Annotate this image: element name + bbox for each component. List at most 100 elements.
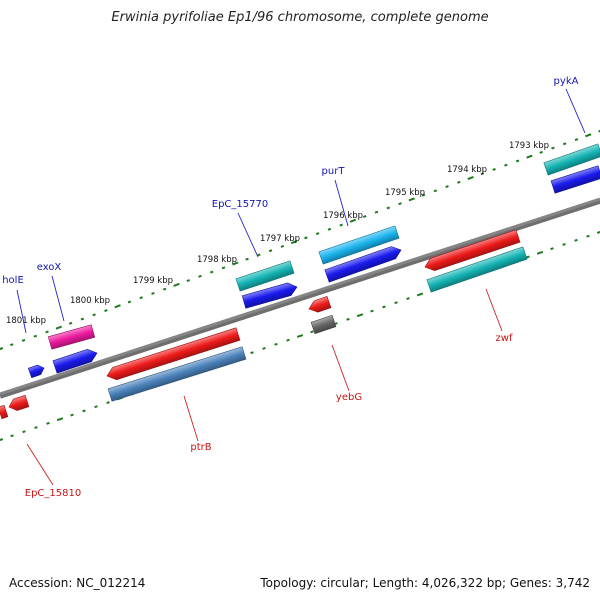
gene-label-pointer — [331, 344, 350, 392]
scale-minor-tick — [198, 274, 202, 278]
gene-g-ptrB-cds — [107, 346, 247, 402]
scale-minor-tick — [45, 330, 49, 334]
map-title: Erwinia pyrifoliae Ep1/96 chromosome, co… — [111, 10, 489, 25]
gene-bar — [543, 143, 600, 176]
scale-minor-tick — [551, 146, 555, 150]
scale-tick-label: 1800 kbp — [70, 296, 110, 306]
scale-minor-tick — [70, 413, 74, 417]
gene-label: exoX — [37, 262, 62, 273]
scale-minor-tick — [550, 247, 554, 251]
gene-bar — [107, 346, 247, 402]
scale-minor-tick — [250, 351, 254, 355]
scale-minor-tick — [504, 163, 508, 167]
gene-bar — [235, 260, 295, 292]
scale-major-tick — [290, 240, 298, 245]
scale-minor-tick — [386, 206, 390, 210]
scale-minor-tick — [492, 168, 496, 171]
scale-minor-tick — [433, 189, 438, 193]
scale-tick-label: 1801 kbp — [6, 316, 46, 326]
scale-major-tick — [114, 304, 121, 309]
gene-label: EpC_15770 — [212, 199, 268, 210]
scale-minor-tick — [10, 343, 14, 347]
scale-minor-tick — [382, 305, 386, 309]
scale-major-tick — [356, 313, 364, 318]
scale-minor-tick — [370, 309, 374, 313]
gene-label-pointer — [26, 443, 54, 486]
scale-minor-tick — [10, 434, 14, 438]
gene-g-epc15770-cds — [241, 282, 298, 309]
gene-g-purT — [318, 225, 400, 265]
scale-minor-tick — [480, 172, 485, 176]
gene-bar — [241, 282, 298, 309]
gene-label-pointer — [565, 88, 586, 134]
scale-minor-tick — [21, 338, 26, 342]
gene-label: yebG — [336, 392, 362, 403]
scale-major-tick — [296, 334, 304, 338]
scale-minor-tick — [106, 401, 110, 404]
gene-g-purT-cds — [324, 246, 402, 283]
scale-minor-tick — [374, 210, 379, 214]
scale-minor-tick — [162, 287, 167, 291]
scale-minor-tick — [406, 297, 410, 300]
scale-major-tick — [349, 218, 357, 223]
scale-minor-tick — [304, 236, 308, 240]
gene-label-pointer — [51, 275, 65, 322]
scale-minor-tick — [257, 253, 261, 257]
scale-minor-tick — [574, 238, 578, 242]
scale-major-tick — [173, 282, 180, 287]
scale-minor-tick — [22, 430, 26, 434]
gene-bar — [424, 229, 521, 271]
gene-g-epc15810-a — [0, 404, 9, 420]
scale-major-tick — [585, 133, 592, 138]
scale-minor-tick — [80, 317, 85, 321]
scale-minor-tick — [539, 150, 543, 154]
gene-g-zwf — [424, 229, 521, 271]
scale-major-tick — [536, 250, 544, 255]
backbone-shadow — [0, 198, 600, 399]
gene-label: pykA — [554, 76, 579, 87]
scale-tick-label: 1799 kbp — [133, 276, 173, 286]
scale-minor-tick — [268, 249, 273, 253]
scale-minor-tick — [562, 142, 567, 146]
scale-minor-tick — [445, 185, 449, 189]
scale-minor-tick — [339, 223, 343, 227]
scale-minor-tick — [245, 257, 249, 261]
scale-minor-tick — [262, 347, 266, 350]
gene-label-pointer — [334, 179, 349, 227]
scale-minor-tick — [394, 301, 398, 305]
scale-minor-tick — [221, 266, 226, 270]
top-scale-track — [0, 129, 600, 351]
scale-minor-tick — [92, 313, 96, 317]
gene-bar — [52, 349, 98, 374]
scale-major-tick — [0, 438, 4, 442]
scale-minor-tick — [562, 243, 566, 246]
scale-minor-tick — [151, 291, 155, 295]
scale-tick-label: 1793 kbp — [509, 141, 549, 151]
scale-major-tick — [55, 325, 62, 330]
gene-label-pointer — [183, 395, 199, 442]
gene-bar — [27, 364, 45, 379]
scale-minor-tick — [210, 270, 214, 274]
gene-label: zwf — [496, 333, 513, 344]
gene-label: purT — [322, 166, 346, 177]
scale-minor-tick — [46, 421, 50, 425]
scale-minor-tick — [574, 138, 579, 142]
scale-tick-label: 1796 kbp — [323, 211, 363, 221]
scale-minor-tick — [280, 244, 285, 248]
scale-minor-tick — [586, 234, 590, 238]
scale-major-tick — [596, 230, 600, 234]
gene-g-epc15770 — [235, 260, 295, 292]
scale-major-tick — [408, 197, 415, 202]
gene-bar — [426, 246, 528, 293]
scale-minor-tick — [315, 232, 320, 236]
gene-bar — [324, 246, 402, 283]
scale-minor-tick — [362, 215, 367, 218]
gene-g-pykA — [543, 143, 600, 176]
scale-minor-tick — [127, 300, 132, 304]
gene-bar — [8, 394, 30, 411]
gene-label-pointer — [485, 288, 503, 332]
gene-g-epc15810-b — [8, 394, 30, 411]
scale-minor-tick — [598, 129, 600, 133]
gene-bar — [310, 314, 337, 335]
